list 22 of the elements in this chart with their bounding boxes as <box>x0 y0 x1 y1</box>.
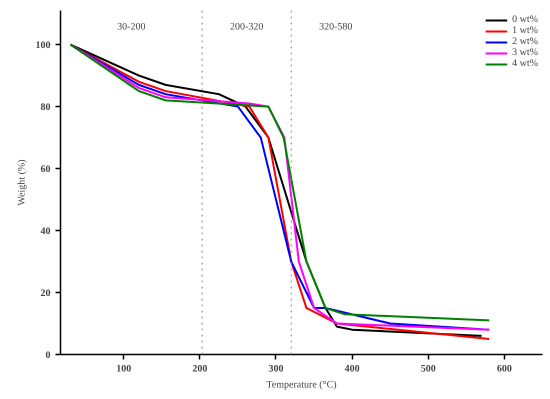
y-tick-label: 20 <box>40 288 50 300</box>
x-tick-label: 400 <box>344 364 360 374</box>
x-tick-label: 500 <box>420 364 436 374</box>
y-tick-label: 40 <box>40 226 50 238</box>
legend-label: 4 wt% <box>512 58 538 69</box>
legend-label: 1 wt% <box>512 25 538 36</box>
x-tick-label: 600 <box>496 364 512 374</box>
y-tick-label: 60 <box>40 164 50 176</box>
x-tick-label: 200 <box>192 364 208 374</box>
x-tick-label: 100 <box>116 364 132 374</box>
annotation: 320-580 <box>319 21 352 32</box>
legend-label: 3 wt% <box>512 47 538 58</box>
annotation: 200-320 <box>230 21 264 32</box>
legend-label: 2 wt% <box>512 36 538 47</box>
y-axis-title: Weight (%) <box>16 159 28 206</box>
y-tick-label: 0 <box>46 350 50 361</box>
legend-label: 0 wt% <box>512 14 538 25</box>
y-tick-label: 100 <box>36 40 50 52</box>
y-tick-label: 80 <box>40 102 50 114</box>
x-tick-label: 300 <box>268 364 284 374</box>
annotation: 30-200 <box>117 21 146 32</box>
x-axis-title: Temperature (°C) <box>266 380 337 390</box>
